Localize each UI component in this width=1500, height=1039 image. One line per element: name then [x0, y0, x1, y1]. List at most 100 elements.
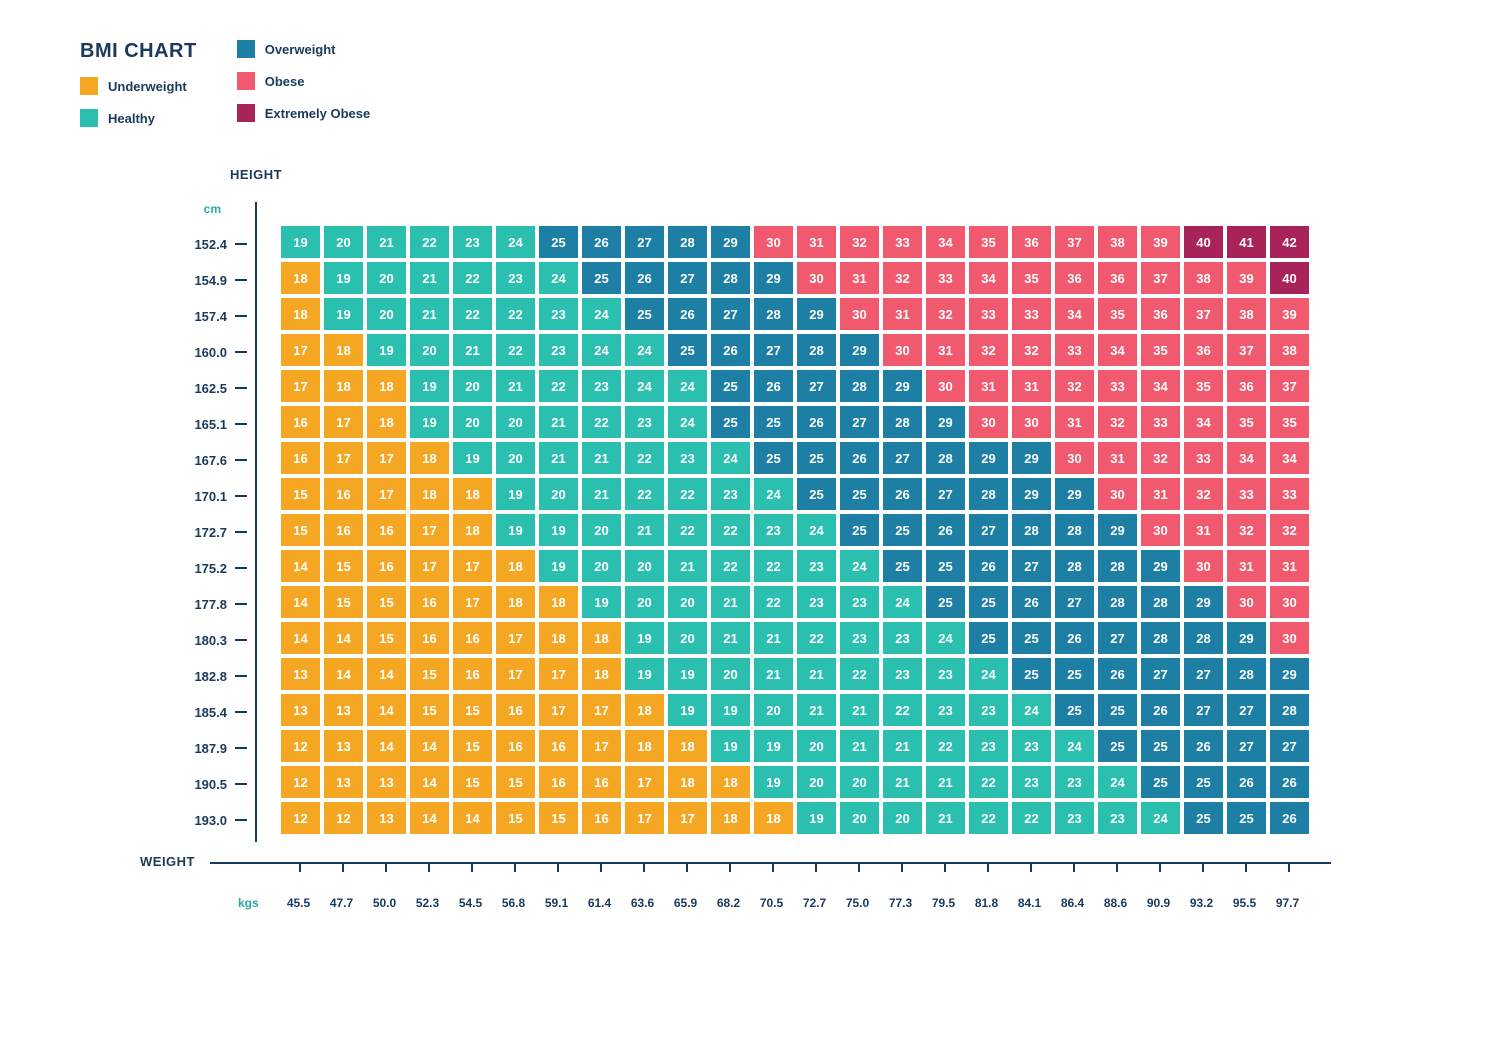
bmi-cell: 19	[324, 262, 363, 294]
bmi-cell: 28	[969, 478, 1008, 510]
bmi-cell: 20	[582, 550, 621, 582]
x-tick-label: 90.9	[1139, 896, 1178, 910]
bmi-cell: 14	[324, 622, 363, 654]
y-tick-label: 177.8	[181, 597, 227, 612]
bmi-cell: 33	[926, 262, 965, 294]
legend-underweight: Underweight	[80, 77, 197, 95]
bmi-cell: 21	[797, 694, 836, 726]
bmi-cell: 20	[625, 586, 664, 618]
y-tick-mark	[235, 711, 247, 713]
bmi-cell: 34	[1141, 370, 1180, 402]
bmi-cell: 33	[1184, 442, 1223, 474]
y-tick-label: 167.6	[181, 453, 227, 468]
bmi-cell: 20	[410, 334, 449, 366]
bmi-cell: 26	[668, 298, 707, 330]
bmi-cell: 16	[453, 658, 492, 690]
x-tick-mark	[1159, 862, 1161, 872]
bmi-cell: 25	[1184, 802, 1223, 834]
x-tick-label: 84.1	[1010, 896, 1049, 910]
x-axis-line: WEIGHT	[210, 862, 1331, 874]
bmi-cell: 25	[1227, 802, 1266, 834]
y-tick-mark	[235, 351, 247, 353]
swatch-healthy	[80, 109, 98, 127]
bmi-cell: 21	[711, 586, 750, 618]
bmi-cell: 23	[711, 478, 750, 510]
bmi-cell: 20	[797, 730, 836, 762]
bmi-cell: 31	[1184, 514, 1223, 546]
bmi-cell: 32	[926, 298, 965, 330]
bmi-cell: 19	[281, 226, 320, 258]
bmi-cell: 23	[453, 226, 492, 258]
bmi-cell: 15	[453, 694, 492, 726]
bmi-cell: 31	[969, 370, 1008, 402]
bmi-cell: 24	[625, 334, 664, 366]
bmi-cell: 31	[883, 298, 922, 330]
bmi-cell: 37	[1055, 226, 1094, 258]
y-tick-label: 172.7	[181, 525, 227, 540]
bmi-cell: 16	[367, 550, 406, 582]
bmi-cell: 17	[496, 658, 535, 690]
bmi-cell: 27	[1227, 730, 1266, 762]
bmi-cell: 22	[711, 514, 750, 546]
bmi-cell: 29	[1270, 658, 1309, 690]
legend-label: Overweight	[265, 42, 336, 57]
bmi-cell: 16	[410, 622, 449, 654]
bmi-cell: 26	[582, 226, 621, 258]
bmi-cell: 14	[367, 730, 406, 762]
bmi-cell: 19	[539, 550, 578, 582]
bmi-cell: 28	[1055, 514, 1094, 546]
bmi-cell: 17	[668, 802, 707, 834]
bmi-cell: 21	[840, 730, 879, 762]
bmi-cell: 31	[797, 226, 836, 258]
x-tick-label: 86.4	[1053, 896, 1092, 910]
bmi-cell: 12	[324, 802, 363, 834]
bmi-cell: 26	[625, 262, 664, 294]
bmi-cell: 17	[324, 442, 363, 474]
x-tick-label: 72.7	[795, 896, 834, 910]
x-tick-label: 65.9	[666, 896, 705, 910]
bmi-cell: 23	[797, 586, 836, 618]
bmi-cell: 20	[496, 406, 535, 438]
bmi-cell: 18	[668, 730, 707, 762]
bmi-cell: 27	[1184, 658, 1223, 690]
bmi-cell: 24	[625, 370, 664, 402]
bmi-cell: 22	[453, 298, 492, 330]
y-tick-label: 170.1	[181, 489, 227, 504]
bmi-cell: 21	[883, 766, 922, 798]
bmi-cell: 22	[883, 694, 922, 726]
bmi-cell: 26	[1012, 586, 1051, 618]
legend-label: Healthy	[108, 111, 155, 126]
bmi-cell: 24	[539, 262, 578, 294]
bmi-cell: 21	[754, 622, 793, 654]
y-tick: 172.7	[181, 514, 247, 550]
bmi-cell: 27	[668, 262, 707, 294]
bmi-cell: 26	[1270, 766, 1309, 798]
bmi-cell: 19	[367, 334, 406, 366]
bmi-cell: 19	[496, 478, 535, 510]
bmi-cell: 23	[625, 406, 664, 438]
bmi-cell: 16	[367, 514, 406, 546]
y-tick: 182.8	[181, 658, 247, 694]
bmi-cell: 15	[324, 586, 363, 618]
x-tick-mark	[1288, 862, 1290, 872]
bmi-cell: 18	[367, 370, 406, 402]
bmi-cell: 37	[1141, 262, 1180, 294]
x-tick-label: 52.3	[408, 896, 447, 910]
bmi-cell: 21	[883, 730, 922, 762]
bmi-cell: 29	[926, 406, 965, 438]
swatch-extremely-obese	[237, 104, 255, 122]
x-tick-mark	[557, 862, 559, 872]
bmi-cell: 19	[711, 730, 750, 762]
bmi-cell: 12	[281, 730, 320, 762]
x-tick-label: 68.2	[709, 896, 748, 910]
y-tick: 165.1	[181, 406, 247, 442]
bmi-cell: 15	[281, 478, 320, 510]
legend-overweight: Overweight	[237, 40, 371, 58]
y-tick: 152.4	[181, 226, 247, 262]
bmi-cell: 25	[754, 406, 793, 438]
y-tick: 190.5	[181, 766, 247, 802]
bmi-cell: 20	[668, 622, 707, 654]
bmi-cell: 34	[1270, 442, 1309, 474]
bmi-cell: 25	[1141, 730, 1180, 762]
bmi-cell: 18	[324, 334, 363, 366]
